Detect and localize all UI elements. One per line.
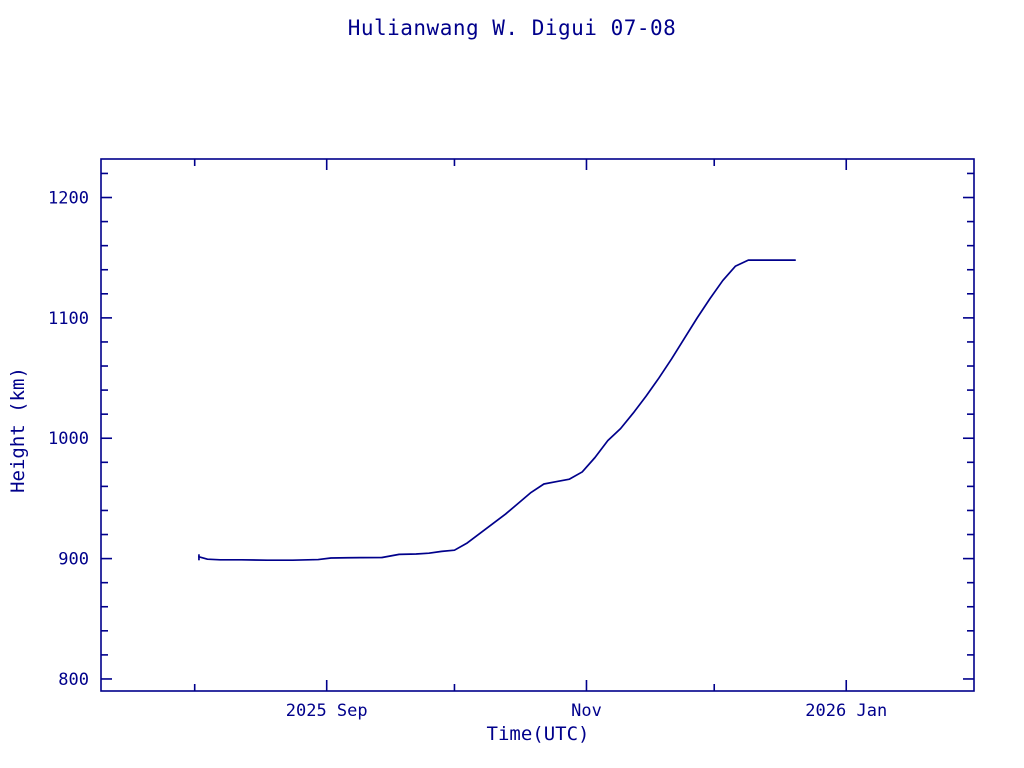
series-line	[198, 259, 796, 562]
x-tick-labels: 2025 Sep Nov 2026 Jan	[286, 701, 887, 721]
x-tick-label: 2025 Sep	[286, 701, 368, 721]
y-tick-label: 1100	[48, 309, 89, 329]
y-tick-labels: 800 900 1000 1100 1200	[48, 189, 89, 690]
chart-title: Hulianwang W. Digui 07-08	[347, 16, 677, 40]
axes	[100, 158, 975, 692]
x-axis-title: Time(UTC)	[487, 723, 590, 745]
x-tick-label: Nov	[571, 701, 602, 721]
x-tick-label: 2026 Jan	[805, 701, 887, 721]
y-tick-label: 1200	[48, 189, 89, 209]
tick-marks	[101, 159, 974, 691]
y-tick-label: 1000	[48, 429, 89, 449]
y-tick-label: 900	[58, 550, 89, 570]
data-series	[198, 259, 796, 562]
y-tick-label: 800	[58, 670, 89, 690]
y-axis-title: Height (km)	[7, 367, 29, 493]
